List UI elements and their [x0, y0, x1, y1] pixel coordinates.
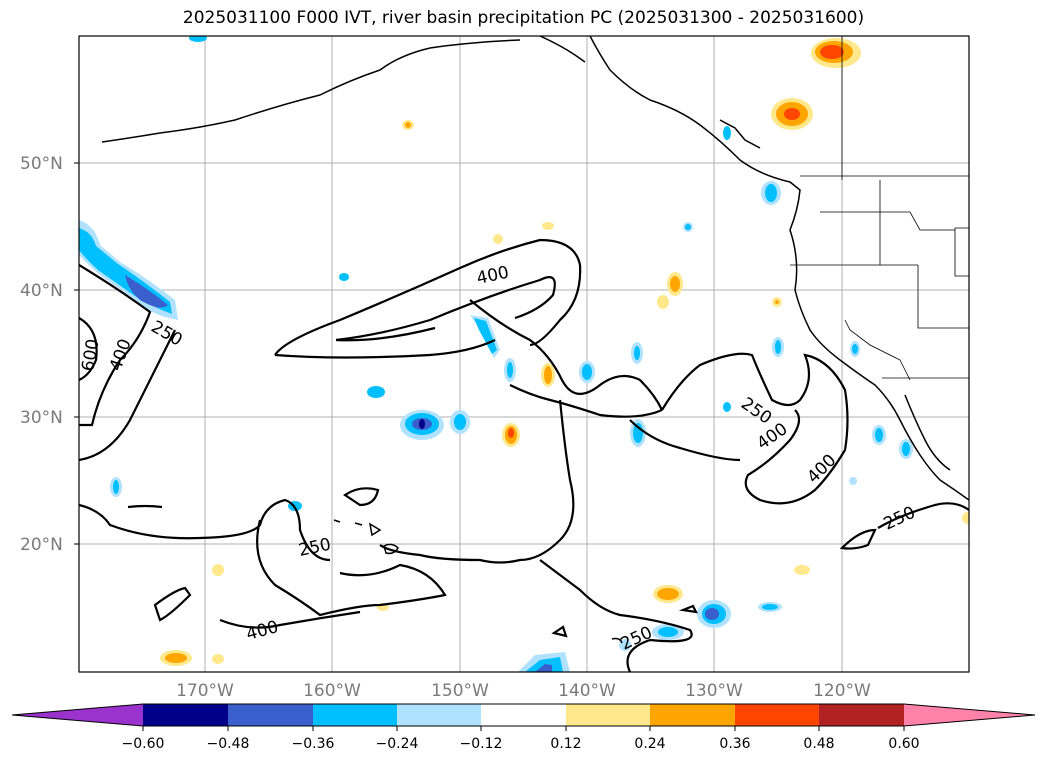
colorbar-extend-left	[12, 704, 143, 726]
colorbar-tick-label: 0.48	[803, 736, 834, 752]
precipitation-pc-shading	[79, 36, 969, 672]
colorbar-segment	[397, 704, 481, 726]
colorbar-segment	[143, 704, 228, 726]
colorbar-extend-right	[904, 704, 1035, 726]
lat-label-40n: 40°N	[20, 281, 63, 301]
colorbar-segment	[313, 704, 397, 726]
colorbar-tick-label: −0.24	[376, 736, 419, 752]
political-borders	[790, 36, 969, 381]
axis-ticks	[74, 162, 79, 545]
colorbar-tick-label: −0.60	[122, 736, 165, 752]
lon-label-150w: 150°W	[431, 681, 489, 701]
colorbar-segment	[735, 704, 819, 726]
lat-label-20n: 20°N	[20, 535, 63, 555]
lon-label-160w: 160°W	[303, 681, 361, 701]
colorbar-tick-label: 0.36	[719, 736, 750, 752]
colorbar-tick-label: −0.36	[292, 736, 335, 752]
colorbar-tick-label: −0.48	[207, 736, 250, 752]
colorbar-segment	[481, 704, 566, 726]
colorbar-tick-label: 0.60	[888, 736, 919, 752]
colorbar-tick-label: −0.12	[460, 736, 503, 752]
colorbar-tick-label: 0.24	[634, 736, 665, 752]
map-title: 2025031100 F000 IVT, river basin precipi…	[182, 8, 865, 28]
lon-label-170w: 170°W	[176, 681, 234, 701]
map-background	[79, 36, 969, 672]
lat-label-50n: 50°N	[20, 154, 63, 174]
colorbar: −0.60 −0.48 −0.36 −0.24 −0.12 0.12 0.24 …	[11, 703, 1036, 752]
lon-label-130w: 130°W	[685, 681, 743, 701]
lat-label-30n: 30°N	[20, 408, 63, 428]
colorbar-segment	[228, 704, 313, 726]
colorbar-segment	[650, 704, 735, 726]
lon-label-140w: 140°W	[558, 681, 616, 701]
colorbar-segment	[819, 704, 904, 726]
coastlines	[101, 36, 969, 644]
gridlines	[79, 36, 969, 672]
colorbar-tick-label: 0.12	[550, 736, 581, 752]
lon-label-120w: 120°W	[813, 681, 871, 701]
ivt-contours	[79, 238, 969, 672]
colorbar-segment	[566, 704, 650, 726]
map-frame	[78, 35, 970, 673]
